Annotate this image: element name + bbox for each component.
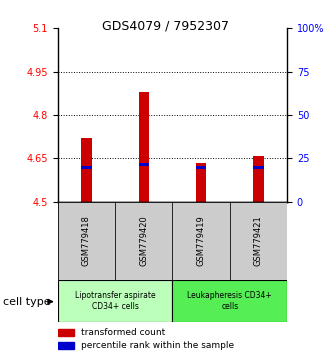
Bar: [196, 166, 206, 169]
Text: transformed count: transformed count: [81, 327, 165, 337]
Text: Lipotransfer aspirate
CD34+ cells: Lipotransfer aspirate CD34+ cells: [75, 291, 155, 310]
Bar: [81, 166, 92, 169]
Bar: [253, 155, 264, 202]
Text: cell type: cell type: [3, 297, 51, 307]
Bar: [196, 163, 206, 202]
Text: GDS4079 / 7952307: GDS4079 / 7952307: [102, 19, 228, 33]
FancyBboxPatch shape: [172, 280, 287, 322]
Text: Leukapheresis CD34+
cells: Leukapheresis CD34+ cells: [187, 291, 272, 310]
Text: GSM779419: GSM779419: [197, 215, 206, 266]
Text: GSM779420: GSM779420: [139, 215, 148, 266]
Bar: [58, 342, 74, 349]
Bar: [139, 92, 149, 202]
FancyBboxPatch shape: [58, 202, 115, 280]
FancyBboxPatch shape: [230, 202, 287, 280]
Text: percentile rank within the sample: percentile rank within the sample: [81, 341, 234, 350]
FancyBboxPatch shape: [58, 280, 172, 322]
Bar: [253, 166, 264, 169]
Text: GSM779418: GSM779418: [82, 215, 91, 266]
FancyBboxPatch shape: [115, 202, 172, 280]
Bar: [139, 163, 149, 166]
Text: GSM779421: GSM779421: [254, 215, 263, 266]
Bar: [81, 138, 92, 202]
Bar: [58, 329, 74, 336]
FancyBboxPatch shape: [172, 202, 230, 280]
